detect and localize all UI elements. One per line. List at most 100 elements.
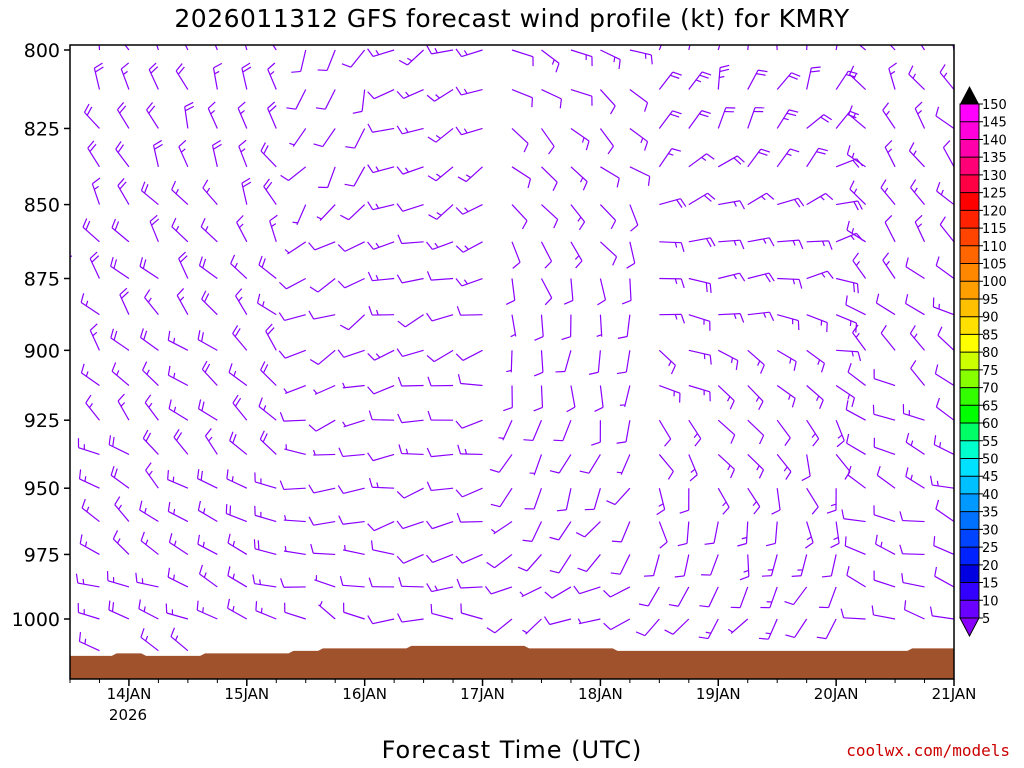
wind-barb-half xyxy=(173,372,176,379)
wind-barb-flag xyxy=(367,48,374,57)
wind-barb-staff xyxy=(401,618,424,623)
wind-barb-flag xyxy=(486,627,496,634)
wind-barb-flag xyxy=(309,358,319,365)
wind-barb-flag xyxy=(591,441,601,446)
wind-barb-half xyxy=(506,369,512,373)
wind-barb-flag xyxy=(232,394,239,404)
wind-barb-flag xyxy=(198,564,204,575)
wind-barb-staff xyxy=(343,611,365,620)
wind-barb-flag xyxy=(455,278,463,287)
wind-barb-half xyxy=(917,223,923,228)
wind-barb-staff xyxy=(794,618,808,638)
wind-barb-staff xyxy=(747,45,749,51)
wind-barb-flag xyxy=(563,299,574,305)
colorbar-segment xyxy=(960,547,979,566)
source-credit[interactable]: coolwx.com/models xyxy=(846,741,1010,760)
wind-barb-flag xyxy=(279,480,285,490)
colorbar-label: 85 xyxy=(982,328,999,343)
wind-barb-staff xyxy=(431,453,454,458)
wind-barb-staff xyxy=(934,444,954,455)
colorbar-label: 35 xyxy=(982,506,999,521)
wind-barb-staff xyxy=(774,521,778,544)
wind-barb-half xyxy=(240,109,245,115)
wind-barb-flag xyxy=(396,490,405,499)
wind-barb-staff xyxy=(686,521,690,544)
wind-barb-half xyxy=(852,113,856,119)
wind-barb-flag xyxy=(226,469,229,479)
wind-barb-flag xyxy=(603,622,611,631)
wind-barb-half xyxy=(855,332,860,338)
wind-barb-staff xyxy=(138,608,159,620)
wind-barb-staff xyxy=(317,349,336,365)
wind-barb-staff xyxy=(314,384,336,395)
wind-barb-half xyxy=(405,91,410,97)
wind-barb-staff xyxy=(372,127,395,133)
wind-barb-staff xyxy=(91,183,101,205)
wind-barb-half xyxy=(233,370,237,377)
wind-barb-staff xyxy=(283,519,306,523)
colorbar-segment xyxy=(960,210,979,229)
colorbar-segment xyxy=(960,352,979,371)
wind-barb-flag xyxy=(263,178,270,187)
wind-barb-flag xyxy=(553,439,563,442)
wind-barb-staff xyxy=(825,618,837,639)
wind-barb-staff xyxy=(777,277,800,281)
wind-barb-flag xyxy=(756,73,766,76)
wind-barb-flag xyxy=(852,324,859,333)
wind-barb-flag xyxy=(950,24,958,29)
wind-barb-flag xyxy=(705,238,712,248)
wind-barb-staff xyxy=(402,349,424,358)
wind-barb-flag xyxy=(638,603,649,607)
wind-barb-staff xyxy=(511,241,521,263)
wind-barb-flag xyxy=(616,441,627,444)
wind-barb-half xyxy=(733,240,737,246)
wind-barb-staff xyxy=(227,607,248,620)
wind-barb-staff xyxy=(167,576,189,588)
colorbar-label: 10 xyxy=(982,594,999,609)
wind-barb-flag xyxy=(455,489,463,498)
colorbar-label: 90 xyxy=(982,311,999,326)
wind-barb-flag xyxy=(503,406,513,412)
wind-barb-flag xyxy=(573,585,580,595)
wind-barb-flag xyxy=(903,600,907,610)
wind-barb-flag xyxy=(114,496,121,506)
wind-barb-flag xyxy=(53,327,56,336)
wind-barb-flag xyxy=(367,271,373,281)
wind-barb-staff xyxy=(770,554,778,576)
wind-barb-flag xyxy=(768,237,775,247)
wind-barb-flag xyxy=(238,139,247,147)
wind-barb-flag xyxy=(113,259,118,269)
wind-barb-flag xyxy=(578,221,586,231)
wind-barb-half xyxy=(498,437,504,439)
wind-barb-staff xyxy=(70,276,71,279)
wind-barb-flag xyxy=(426,447,432,457)
wind-barb-half xyxy=(202,541,205,548)
wind-barbs xyxy=(53,24,958,652)
wind-barb-staff xyxy=(432,553,454,563)
wind-barb-flag xyxy=(552,181,558,191)
colorbar-segment xyxy=(960,245,979,265)
wind-barb-flag xyxy=(939,216,946,225)
wind-barb-staff xyxy=(806,419,820,439)
wind-barb-staff xyxy=(852,332,867,351)
wind-barb-flag xyxy=(340,214,349,221)
wind-barb-half xyxy=(668,360,672,367)
wind-barb-flag xyxy=(85,394,92,404)
wind-barb-flag xyxy=(367,91,375,100)
wind-barb-staff xyxy=(905,476,925,489)
wind-barb-flag xyxy=(168,399,172,409)
wind-barb-staff xyxy=(939,72,954,90)
x-tick-label: 21JAN xyxy=(932,685,977,703)
wind-barb-flag xyxy=(788,75,798,80)
wind-barb-flag xyxy=(846,220,850,231)
wind-barb-flag xyxy=(426,520,433,529)
wind-barb-flag xyxy=(672,71,682,76)
wind-barb-staff xyxy=(493,521,513,535)
y-tick-label: 925 xyxy=(24,410,60,432)
wind-barb-flag xyxy=(53,219,56,228)
wind-barb-flag xyxy=(650,54,653,65)
wind-barb-staff xyxy=(254,583,277,588)
wind-barb-staff xyxy=(806,385,824,401)
colorbar-label: 55 xyxy=(982,435,999,450)
wind-barb-flag xyxy=(119,105,127,114)
